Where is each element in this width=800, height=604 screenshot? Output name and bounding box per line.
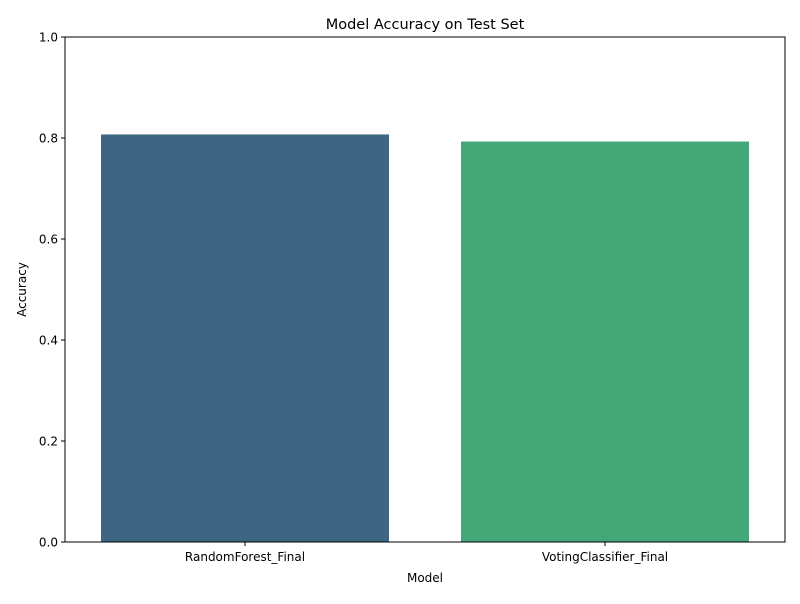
y-tick-label: 0.8 [39,132,58,146]
y-axis-ticks: 0.0 0.2 0.4 0.6 0.8 1.0 [39,31,65,550]
x-axis-ticks: RandomForest_Final VotingClassifier_Final [185,542,668,564]
chart-title: Model Accuracy on Test Set [326,17,525,33]
bar-1 [101,134,389,542]
y-tick-label: 1.0 [39,31,58,45]
y-tick-label: 0.2 [39,435,58,449]
y-axis-label: Accuracy [15,262,29,317]
plot-area-frame [64,36,786,543]
x-tick-label: VotingClassifier_Final [542,550,668,564]
bars-layer [101,134,749,542]
y-tick-label: 0.6 [39,233,58,247]
y-tick-label: 0.4 [39,334,58,348]
x-axis-label: Model [407,571,443,585]
y-tick-label: 0.0 [39,536,58,550]
x-tick-label: RandomForest_Final [185,550,305,564]
bar-2 [461,141,749,542]
